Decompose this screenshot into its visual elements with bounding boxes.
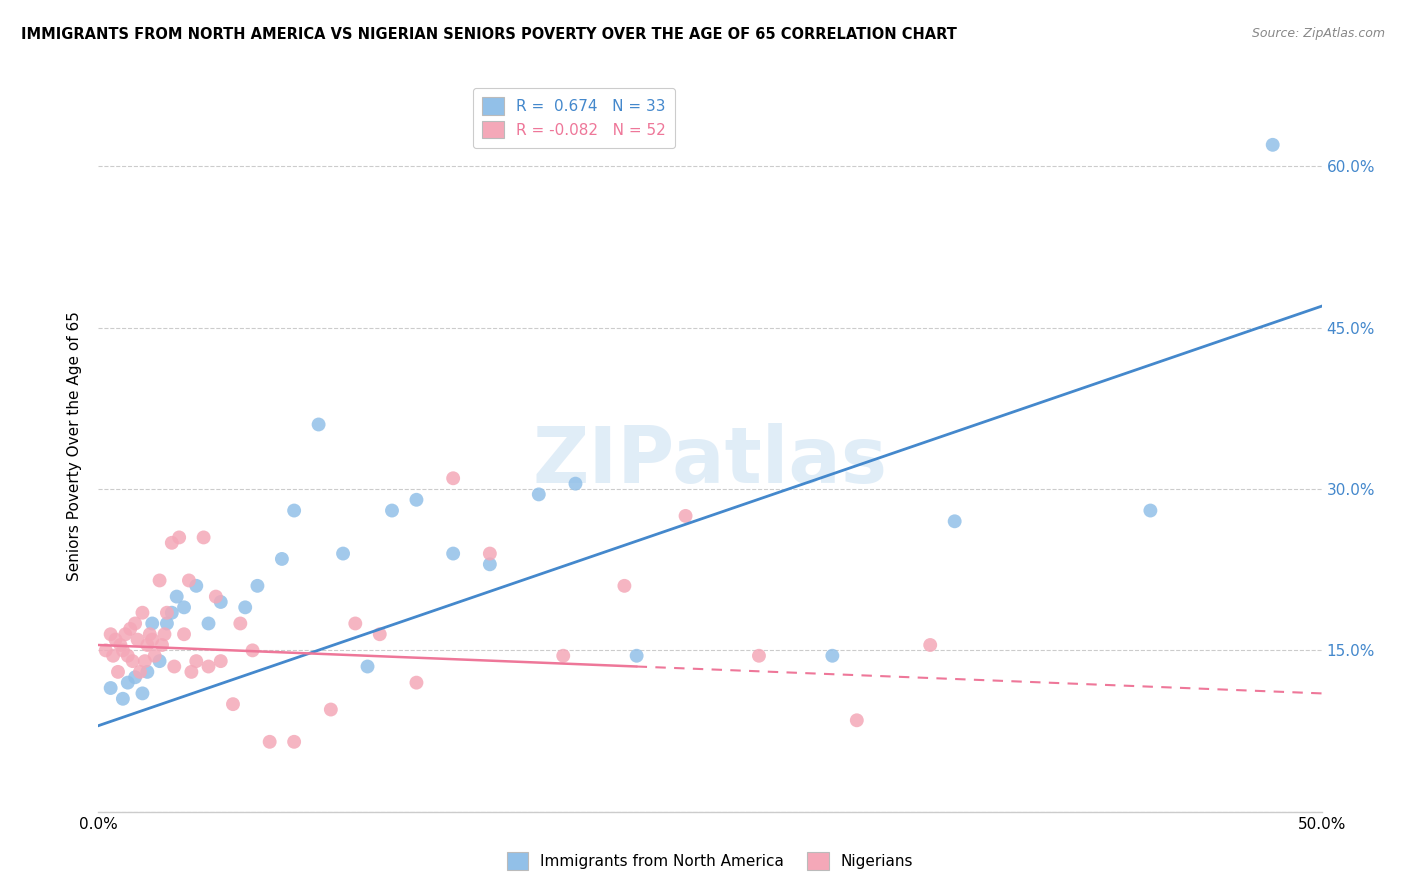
Point [405, 675, 427, 690]
Point [150, 638, 173, 652]
Point [943, 514, 966, 528]
Point [478, 558, 501, 572]
Point [114, 627, 136, 641]
Point [173, 600, 195, 615]
Point [180, 665, 202, 679]
Point [381, 503, 404, 517]
Point [920, 638, 942, 652]
Point [564, 476, 586, 491]
Point [111, 691, 134, 706]
Point [821, 648, 844, 663]
Point [441, 471, 464, 485]
Point [100, 681, 122, 695]
Point [405, 492, 427, 507]
Point [626, 648, 648, 663]
Point [197, 659, 219, 673]
Point [222, 697, 245, 711]
Point [139, 627, 162, 641]
Point [131, 686, 153, 700]
Point [209, 654, 232, 668]
Point [117, 675, 139, 690]
Point [193, 530, 215, 544]
Point [675, 508, 697, 523]
Point [319, 702, 342, 716]
Point [141, 616, 163, 631]
Point [156, 616, 179, 631]
Point [246, 579, 269, 593]
Point [259, 735, 281, 749]
Point [141, 632, 163, 647]
Point [308, 417, 330, 432]
Point [368, 627, 391, 641]
Point [1139, 503, 1161, 517]
Point [186, 654, 208, 668]
Point [163, 659, 186, 673]
Point [149, 574, 172, 588]
Point [845, 714, 868, 728]
Point [229, 616, 252, 631]
Point [94, 643, 117, 657]
Point [153, 627, 176, 641]
Point [173, 627, 195, 641]
Point [156, 606, 179, 620]
Point [149, 654, 172, 668]
Point [160, 606, 183, 620]
Point [283, 503, 305, 517]
Point [136, 638, 159, 652]
Point [111, 643, 134, 657]
Point [166, 590, 188, 604]
Point [131, 606, 153, 620]
Point [121, 654, 143, 668]
Point [270, 552, 294, 566]
Point [205, 590, 228, 604]
Point [478, 547, 501, 561]
Point [124, 616, 146, 631]
Point [197, 616, 219, 631]
Point [160, 536, 183, 550]
Point [177, 574, 200, 588]
Point [104, 632, 127, 647]
Point [124, 670, 146, 684]
Text: IMMIGRANTS FROM NORTH AMERICA VS NIGERIAN SENIORS POVERTY OVER THE AGE OF 65 COR: IMMIGRANTS FROM NORTH AMERICA VS NIGERIA… [21, 27, 957, 42]
Point [101, 648, 124, 663]
Point [127, 632, 149, 647]
Point [117, 648, 139, 663]
Point [613, 579, 636, 593]
Text: Source: ZipAtlas.com: Source: ZipAtlas.com [1251, 27, 1385, 40]
Point [283, 735, 305, 749]
Point [120, 622, 142, 636]
Point [107, 665, 129, 679]
Point [356, 659, 378, 673]
Point [209, 595, 232, 609]
Point [527, 487, 550, 501]
Point [233, 600, 256, 615]
Point [186, 579, 208, 593]
Legend: Immigrants from North America, Nigerians: Immigrants from North America, Nigerians [499, 845, 921, 877]
Point [441, 547, 464, 561]
Point [167, 530, 190, 544]
Point [332, 547, 354, 561]
Point [136, 665, 159, 679]
Point [553, 648, 575, 663]
Point [242, 643, 264, 657]
Point [1261, 137, 1284, 152]
Point [134, 654, 156, 668]
Point [110, 638, 132, 652]
Point [143, 648, 166, 663]
Point [129, 665, 152, 679]
Point [100, 627, 122, 641]
Point [748, 648, 770, 663]
Y-axis label: Seniors Poverty Over the Age of 65: Seniors Poverty Over the Age of 65 [67, 311, 83, 581]
Point [344, 616, 367, 631]
Text: ZIPatlas: ZIPatlas [533, 423, 887, 499]
